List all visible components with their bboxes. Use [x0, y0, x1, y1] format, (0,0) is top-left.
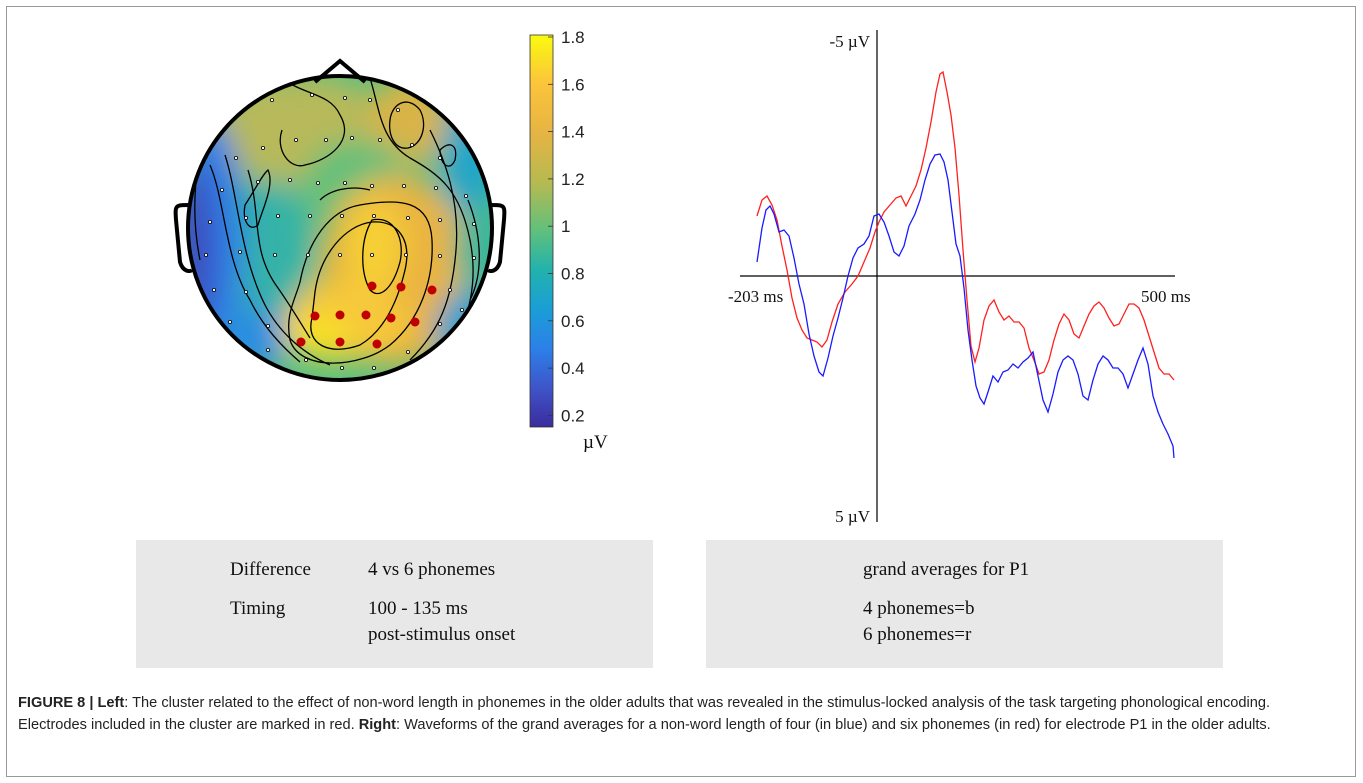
caption-right-text: : Waveforms of the grand averages for a … [396, 717, 1271, 733]
colorbar-tick-label: 1.6 [561, 75, 585, 94]
four-phonemes-waveform [756, 153, 1175, 459]
legend-title: grand averages for P1 [863, 559, 1030, 580]
figure-graphics: 1.8 1.6 1.4 1.2 1 0.8 0.6 0.4 0.2 µV -5 µV 5 µV … [173, 28, 1191, 526]
colorbar-tick-label: 0.4 [561, 359, 585, 378]
x-right-label: 500 ms [1141, 287, 1191, 306]
figure-caption: FIGURE 8 | Left: The cluster related to … [18, 692, 1343, 736]
electrode-markers [203, 93, 476, 370]
y-top-label: -5 µV [830, 32, 871, 51]
head-outline [186, 74, 494, 382]
difference-label: Difference [230, 559, 311, 580]
colorbar-unit: µV [583, 432, 608, 453]
colorbar-tick-label: 1.2 [561, 170, 585, 189]
colorbar-tick-label: 0.8 [561, 265, 585, 284]
caption-left-text: : The cluster related to the effect of n… [18, 695, 1271, 733]
left-ear-icon [173, 203, 194, 273]
timing-value-line2: post-stimulus onset [368, 624, 516, 645]
colorbar-ticks: 1.8 1.6 1.4 1.2 1 0.8 0.6 0.4 0.2 [548, 28, 585, 425]
y-bottom-label: 5 µV [835, 507, 871, 526]
left-info-box: Difference 4 vs 6 phonemes Timing 100 - … [136, 540, 653, 668]
six-phonemes-waveform [756, 70, 1175, 381]
colorbar-tick-label: 1.4 [561, 123, 585, 142]
caption-right-label: Right [358, 717, 396, 733]
cluster-electrodes [296, 281, 437, 349]
colorbar-tick-label: 0.2 [561, 406, 585, 425]
right-info-box: grand averages for P1 4 phonemes=b 6 pho… [706, 540, 1223, 668]
colorbar-tick-label: 1.8 [561, 28, 585, 47]
timing-label: Timing [230, 598, 286, 619]
right-ear-icon [486, 203, 507, 273]
caption-left-label: Left [97, 695, 125, 711]
colorbar: 1.8 1.6 1.4 1.2 1 0.8 0.6 0.4 0.2 µV [529, 28, 608, 453]
colorbar-tick-label: 0.6 [561, 312, 585, 331]
x-left-label: -203 ms [728, 287, 783, 306]
figure-label: FIGURE 8 | [18, 695, 94, 711]
nose-icon [313, 58, 367, 84]
colorbar-tick-label: 1 [561, 217, 570, 236]
waveform-plot: -5 µV 5 µV -203 ms 500 ms [728, 30, 1191, 526]
legend-four-phonemes: 4 phonemes=b [863, 598, 975, 619]
difference-value: 4 vs 6 phonemes [368, 559, 496, 580]
legend-six-phonemes: 6 phonemes=r [863, 624, 972, 645]
topomap [173, 58, 507, 382]
figure-frame [6, 6, 1356, 777]
timing-value-line1: 100 - 135 ms [368, 598, 468, 619]
